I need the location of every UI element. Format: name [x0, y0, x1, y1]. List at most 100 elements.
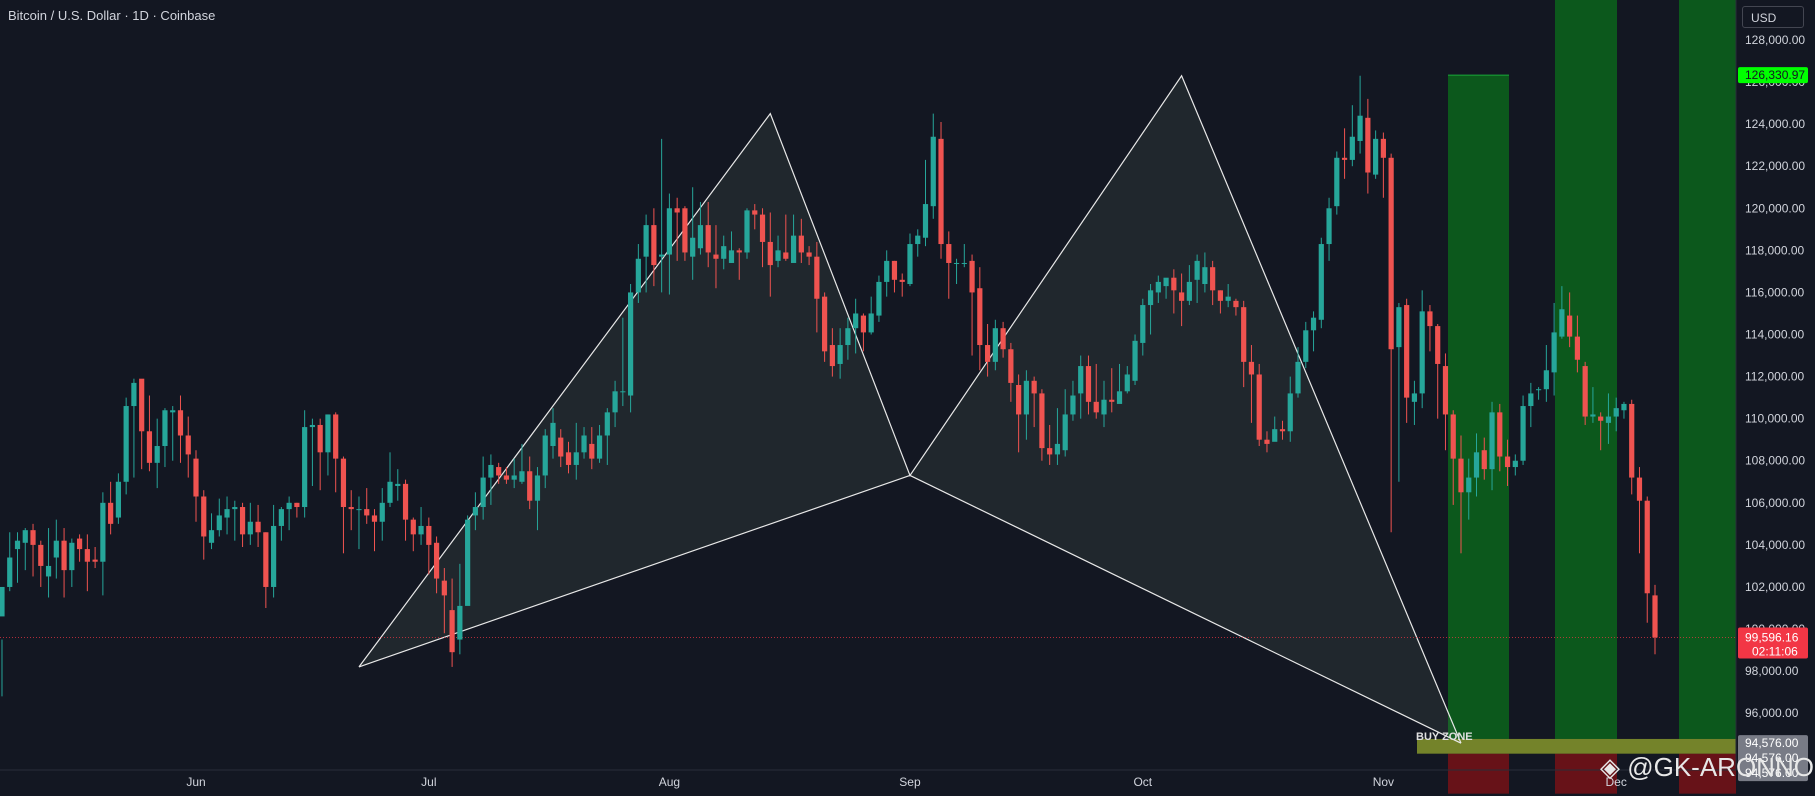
candle-body[interactable] — [76, 538, 83, 550]
candle-body[interactable] — [1582, 366, 1588, 417]
candle-body[interactable] — [185, 435, 191, 455]
candle-body[interactable] — [1163, 277, 1169, 287]
candle-body[interactable] — [224, 509, 230, 518]
candle-body[interactable] — [930, 136, 936, 207]
candle-body[interactable] — [1186, 281, 1192, 301]
candle-body[interactable] — [1093, 401, 1099, 413]
candle-body[interactable] — [232, 507, 238, 510]
candle-body[interactable] — [612, 391, 618, 413]
candle-body[interactable] — [395, 483, 401, 486]
candle-body[interactable] — [1287, 393, 1293, 432]
candle-body[interactable] — [984, 345, 991, 362]
candle-body[interactable] — [115, 481, 121, 518]
candle-body[interactable] — [953, 262, 960, 264]
candle-body[interactable] — [666, 208, 672, 255]
candle-body[interactable] — [713, 254, 719, 259]
candle-body[interactable] — [868, 313, 874, 333]
candle-body[interactable] — [1047, 448, 1053, 455]
candle-body[interactable] — [1109, 399, 1115, 402]
candle-body[interactable] — [969, 260, 975, 293]
candle-body[interactable] — [721, 246, 727, 259]
candle-body[interactable] — [1155, 281, 1161, 293]
candle-body[interactable] — [1000, 328, 1006, 350]
candle-body[interactable] — [1256, 374, 1262, 440]
candle-body[interactable] — [635, 258, 641, 293]
candle-body[interactable] — [247, 521, 253, 535]
candle-body[interactable] — [1543, 370, 1549, 390]
candle-body[interactable] — [1357, 115, 1363, 141]
candle-body[interactable] — [271, 525, 277, 587]
candle-body[interactable] — [1225, 296, 1231, 301]
candle-body[interactable] — [806, 252, 812, 257]
candle-body[interactable] — [581, 435, 587, 453]
candle-body[interactable] — [216, 515, 222, 531]
candle-body[interactable] — [402, 483, 409, 520]
candle-body[interactable] — [371, 515, 378, 522]
candle-body[interactable] — [1085, 366, 1092, 402]
candle-body[interactable] — [1326, 208, 1332, 245]
candle-body[interactable] — [302, 427, 308, 508]
candle-body[interactable] — [317, 424, 323, 453]
candle-body[interactable] — [333, 414, 339, 459]
candle-body[interactable] — [1194, 260, 1200, 280]
candle-body[interactable] — [558, 437, 564, 457]
candle-body[interactable] — [1279, 429, 1286, 432]
candle-body[interactable] — [340, 458, 347, 508]
candle-body[interactable] — [503, 475, 510, 480]
candle-body[interactable] — [472, 507, 478, 516]
candle-body[interactable] — [798, 235, 804, 253]
candle-body[interactable] — [1023, 380, 1029, 415]
candle-body[interactable] — [853, 313, 859, 329]
candle-body[interactable] — [92, 559, 98, 562]
candle-body[interactable] — [1419, 311, 1425, 394]
candle-body[interactable] — [977, 288, 983, 346]
candle-body[interactable] — [627, 292, 634, 396]
candle-body[interactable] — [193, 458, 199, 497]
candle-body[interactable] — [1349, 136, 1355, 160]
candle-body[interactable] — [379, 502, 385, 522]
candle-body[interactable] — [1504, 456, 1511, 468]
candle-body[interactable] — [992, 328, 998, 362]
candle-body[interactable] — [1210, 267, 1216, 291]
candle-body[interactable] — [1039, 393, 1045, 449]
candle-body[interactable] — [177, 410, 184, 436]
candle-body[interactable] — [1458, 458, 1464, 493]
candle-body[interactable] — [1016, 385, 1022, 415]
candle-body[interactable] — [573, 452, 579, 465]
candle-body[interactable] — [1241, 307, 1247, 362]
candle-body[interactable] — [1605, 416, 1612, 423]
candle-body[interactable] — [1528, 393, 1534, 407]
candle-body[interactable] — [162, 410, 168, 447]
candle-body[interactable] — [1295, 361, 1301, 394]
candle-body[interactable] — [596, 435, 603, 459]
candle-body[interactable] — [0, 586, 5, 617]
candle-body[interactable] — [736, 250, 742, 253]
candle-body[interactable] — [1450, 414, 1456, 459]
candle-body[interactable] — [1171, 277, 1177, 291]
candle-body[interactable] — [1559, 309, 1565, 337]
candle-body[interactable] — [465, 519, 471, 606]
candle-body[interactable] — [1497, 412, 1503, 457]
candle-body[interactable] — [1272, 429, 1278, 442]
candle-body[interactable] — [1334, 157, 1340, 207]
candle-body[interactable] — [1031, 380, 1037, 394]
candle-body[interactable] — [7, 557, 13, 587]
candle-body[interactable] — [488, 464, 494, 478]
candle-body[interactable] — [30, 530, 36, 545]
candle-body[interactable] — [697, 225, 704, 249]
candle-body[interactable] — [1388, 157, 1394, 350]
candle-body[interactable] — [542, 435, 548, 476]
candle-body[interactable] — [294, 502, 300, 508]
candle-body[interactable] — [1116, 391, 1123, 404]
candle-body[interactable] — [84, 549, 90, 562]
candle-body[interactable] — [922, 204, 929, 238]
candle-body[interactable] — [14, 540, 21, 550]
candle-body[interactable] — [565, 452, 572, 465]
candle-body[interactable] — [1303, 330, 1309, 362]
candle-body[interactable] — [822, 296, 828, 352]
candle-body[interactable] — [1489, 412, 1495, 470]
candle-body[interactable] — [1652, 595, 1658, 638]
candle-body[interactable] — [387, 481, 393, 503]
candle-body[interactable] — [946, 244, 952, 263]
candle-body[interactable] — [1621, 403, 1627, 411]
